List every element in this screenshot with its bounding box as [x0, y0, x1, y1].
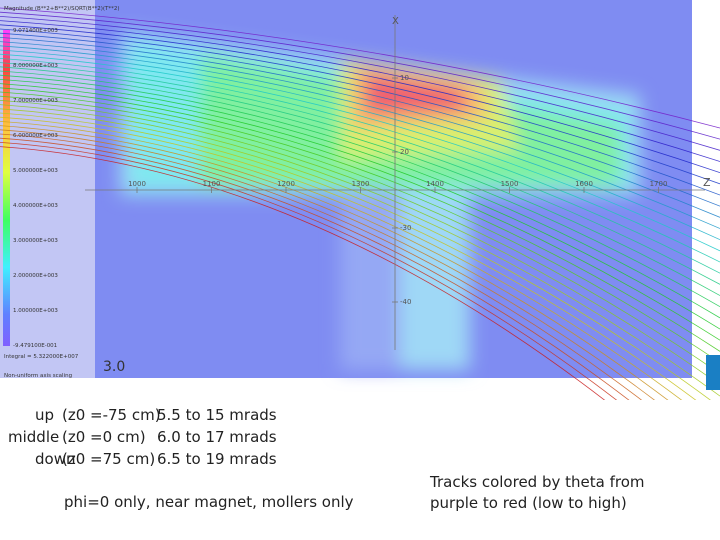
track [0, 45, 720, 229]
z-tick-label: 1500 [501, 180, 519, 188]
track [0, 112, 711, 400]
z-tick-label: 1100 [203, 180, 221, 188]
track [0, 121, 683, 400]
track [0, 24, 720, 174]
track [0, 95, 720, 363]
x-tick-label: 10 [400, 74, 409, 82]
track [0, 74, 720, 308]
colorbar-label: 8.000000E+003 [13, 63, 58, 69]
z-axis-label: Z [703, 176, 711, 189]
track [0, 142, 618, 400]
colorbar [3, 30, 10, 346]
overlay-label: 3.0 [103, 359, 125, 375]
colorbar-label: 2.000000E+003 [13, 273, 58, 279]
track [0, 125, 669, 400]
track [0, 62, 720, 274]
phi-note: phi=0 only, near magnet, mollers only [64, 493, 354, 511]
colorbar-label: 9.071400E+003 [13, 28, 58, 34]
track [0, 100, 720, 375]
integral: Integral = 5.322000E+007 [4, 354, 79, 360]
row-z0: (z0 =0 cm) [62, 428, 146, 446]
colorbar-label: 6.000000E+003 [13, 133, 58, 139]
colorbar-label: 4.000000E+003 [13, 203, 58, 209]
row-z0: (z0 =75 cm) [62, 450, 156, 468]
x-tick-label: 20 [400, 148, 409, 156]
track [0, 146, 605, 400]
corner-block [706, 355, 720, 390]
track [0, 58, 720, 263]
field-map: Magnitude (B**2+B**2)/SQRT(B**2)(T**2) I… [0, 0, 720, 400]
colorbar-label: 5.000000E+003 [13, 168, 58, 174]
row-range: 6.5 to 19 mrads [157, 450, 277, 468]
track [0, 91, 720, 352]
colorbar-label: 1.000000E+003 [13, 308, 58, 314]
track [0, 7, 720, 129]
colorbar-label: -9.479100E-001 [13, 343, 57, 349]
row-range: 5.5 to 15 mrads [157, 406, 277, 424]
track [0, 49, 720, 241]
track [0, 16, 720, 151]
row-label: middle [8, 428, 60, 446]
row-label: up [35, 406, 55, 424]
field-intensity [120, 30, 640, 370]
colorbar-title: Magnitude (B**2+B**2)/SQRT(B**2)(T**2) [4, 6, 120, 12]
color-note: Tracks colored by theta from [430, 473, 645, 491]
z-tick-label: 1000 [128, 180, 146, 188]
track [0, 32, 720, 196]
colorbar-label: 7.000000E+003 [13, 98, 58, 104]
track [0, 66, 720, 285]
x-tick-label: -40 [400, 298, 411, 306]
track [0, 53, 720, 252]
track [0, 83, 720, 330]
track [0, 41, 720, 218]
track [0, 104, 720, 386]
z-tick-label: 1300 [352, 180, 370, 188]
scaling-note: Non-uniform axis scaling [4, 373, 72, 379]
row-z0: (z0 =-75 cm) [62, 406, 161, 424]
z-tick-label: 1700 [650, 180, 668, 188]
track [0, 70, 720, 296]
track [0, 129, 655, 400]
row-label: down [35, 450, 76, 468]
row-range: 6.0 to 17 mrads [157, 428, 277, 446]
colorbar-label: 3.000000E+003 [13, 238, 58, 244]
x-tick-label: -30 [400, 224, 411, 232]
tracks [0, 7, 720, 400]
track [0, 108, 720, 397]
z-tick-label: 1400 [426, 180, 444, 188]
track [0, 79, 720, 319]
z-tick-label: 1600 [575, 180, 593, 188]
track [0, 28, 720, 185]
track [0, 11, 720, 140]
field-zone [340, 190, 400, 370]
legend-panel [0, 0, 95, 378]
track [0, 87, 720, 341]
track [0, 20, 720, 162]
track [0, 133, 642, 400]
z-tick-label: 1200 [277, 180, 295, 188]
track [0, 116, 697, 400]
color-note: purple to red (low to high) [430, 494, 627, 512]
x-axis-label: X [392, 16, 399, 27]
track [0, 137, 630, 400]
track [0, 37, 720, 207]
